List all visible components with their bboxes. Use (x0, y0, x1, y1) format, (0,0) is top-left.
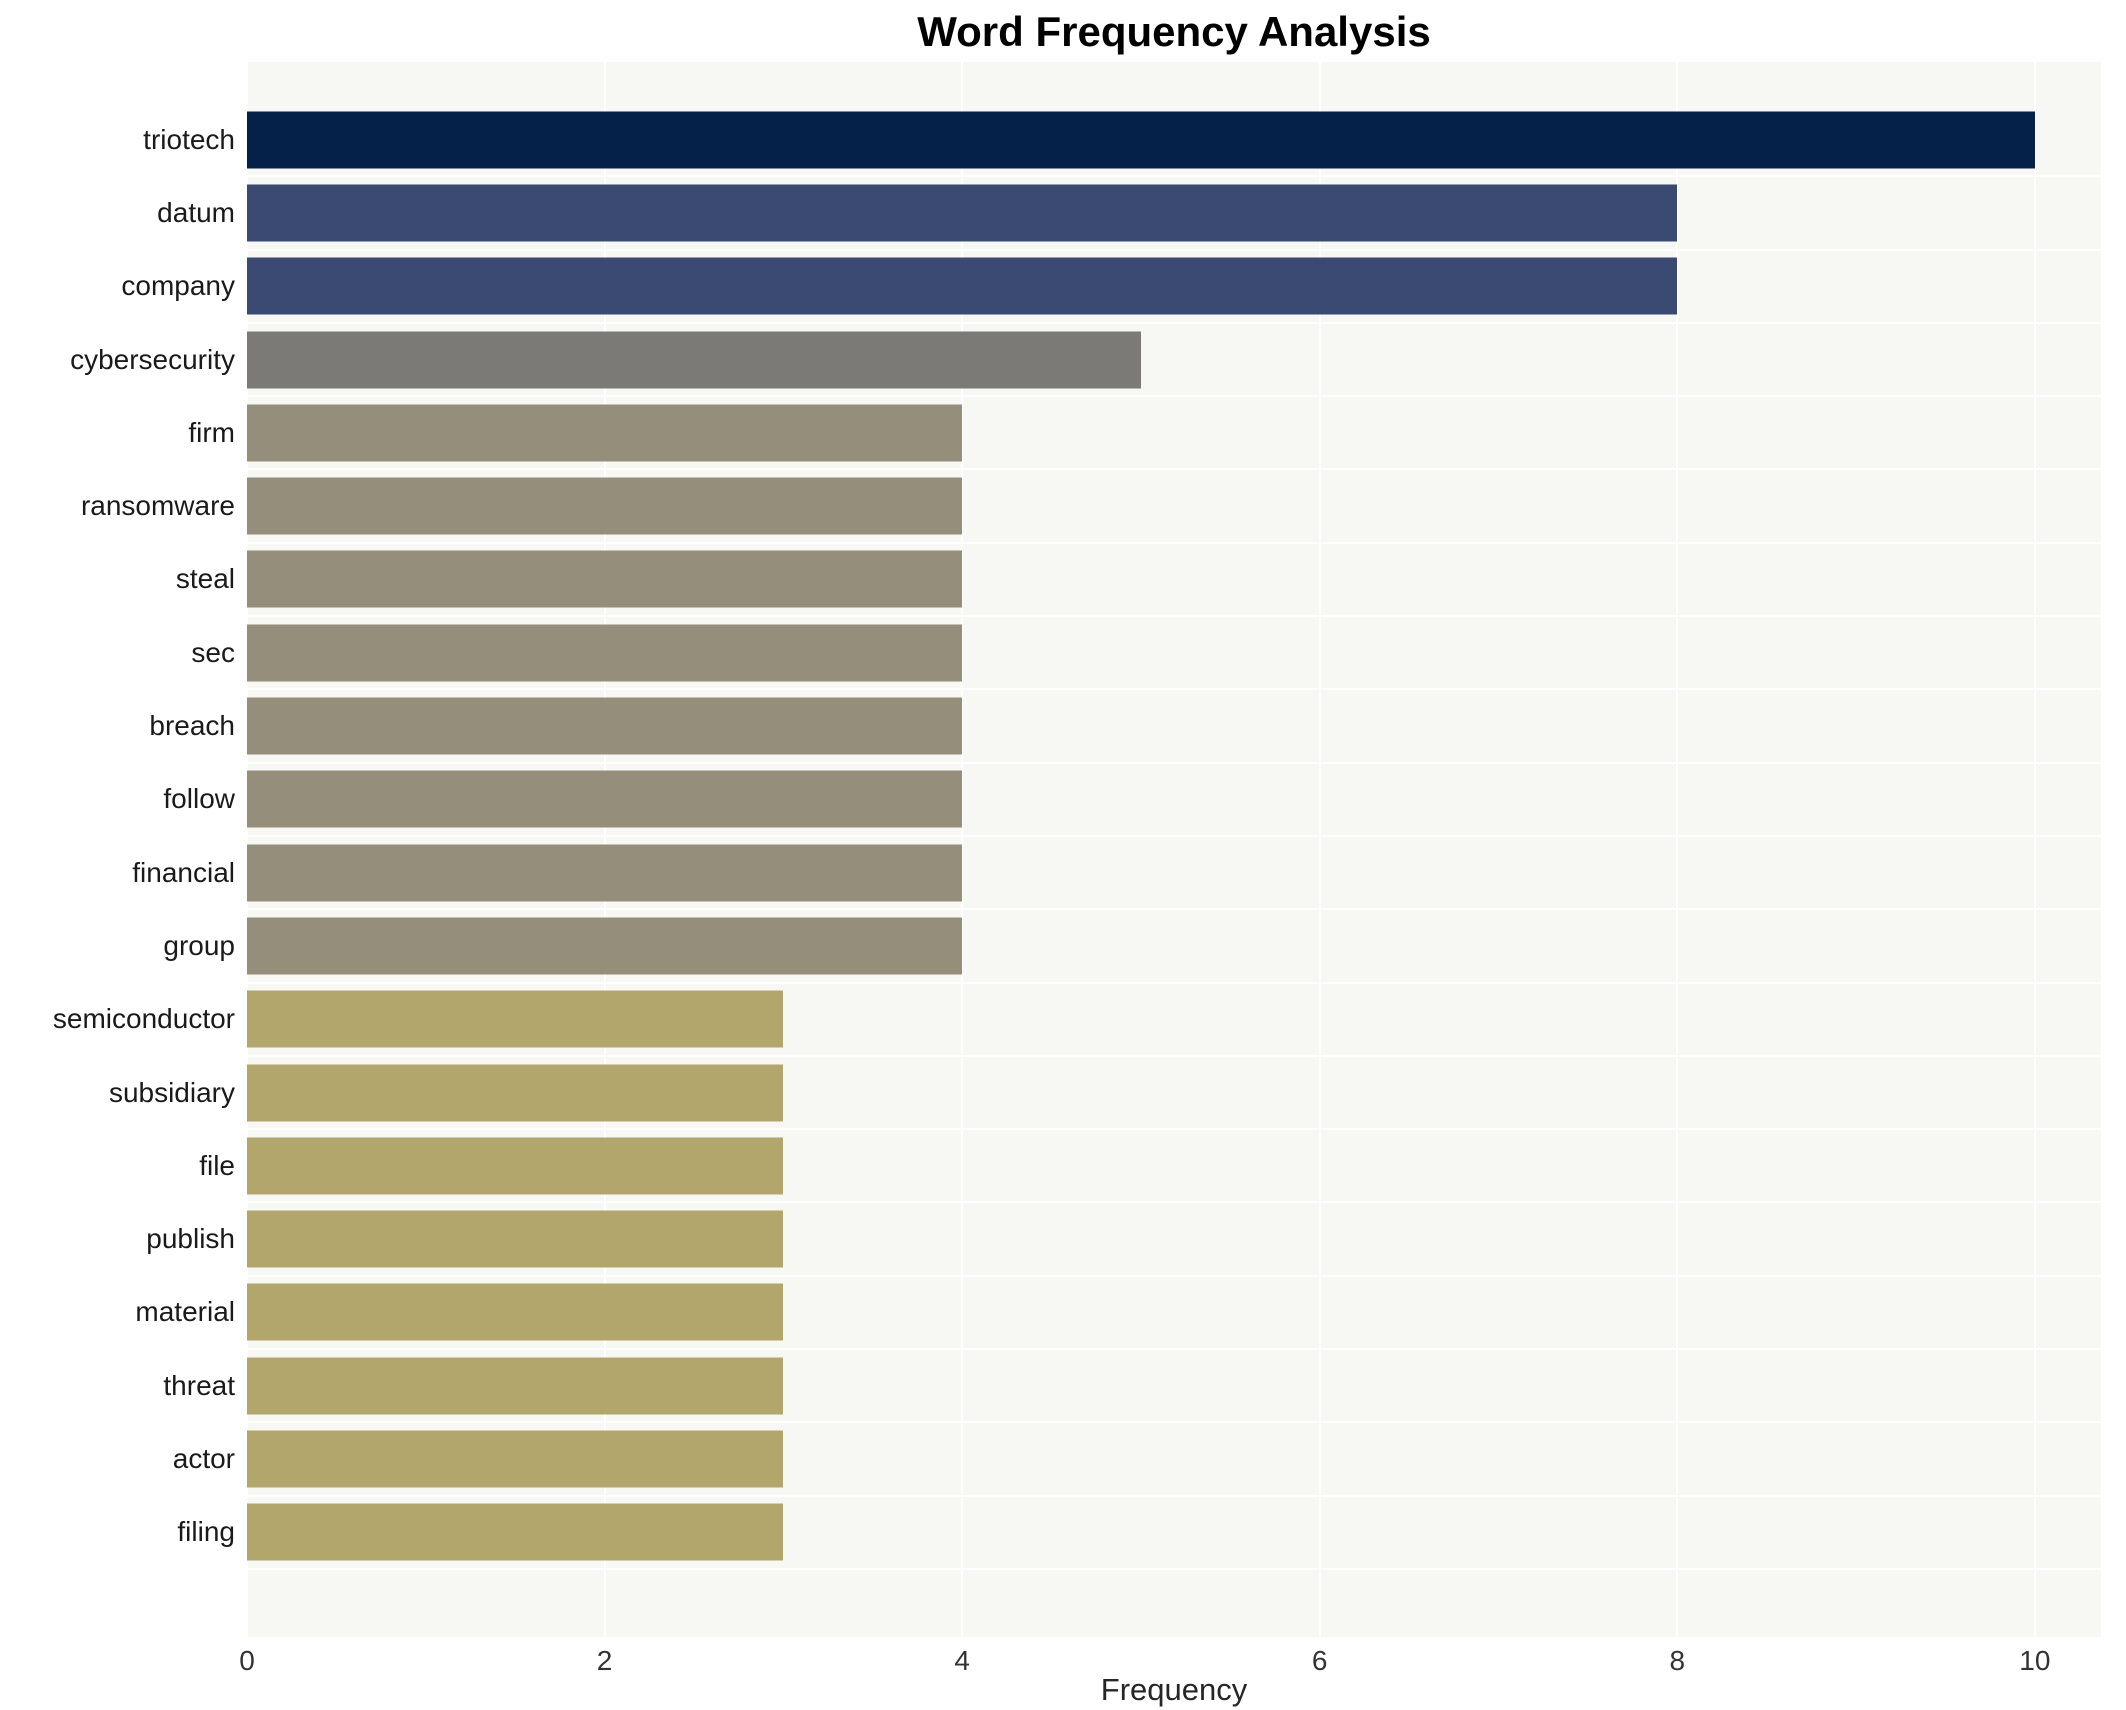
bar-row: firm (188, 397, 2101, 471)
x-axis: 0 2 4 6 8 10 (239, 1645, 2101, 1681)
gridline (1318, 62, 1321, 1637)
bar (247, 1210, 784, 1268)
category-label: file (199, 1149, 235, 1181)
bar-row: publish (146, 1203, 2101, 1277)
bar (247, 1430, 784, 1488)
bar (247, 404, 963, 462)
bar-row: company (121, 251, 2101, 324)
x-axis-label: Frequency (1100, 1672, 1248, 1707)
bar-row: actor (173, 1423, 2101, 1497)
category-label: group (163, 929, 235, 961)
x-tick-label: 2 (596, 1645, 613, 1676)
bar-row: sec (191, 617, 2101, 691)
category-label: datum (157, 196, 235, 228)
category-label: subsidiary (108, 1076, 235, 1108)
x-tick-label: 6 (1311, 1645, 1328, 1676)
category-label: follow (163, 783, 235, 815)
bar (247, 917, 963, 975)
x-tick-label: 10 (2019, 1645, 2051, 1676)
plot-area: triotech datum company cybersecurity firm ran… (53, 62, 2101, 1637)
bar (247, 331, 1141, 389)
bar-row: ransomware (81, 470, 2101, 544)
bar-row: financial (132, 837, 2101, 911)
bar (247, 844, 963, 902)
category-label: publish (146, 1223, 235, 1255)
bar (247, 477, 963, 535)
chart-title: Word Frequency Analysis (917, 8, 1431, 55)
category-label: material (135, 1296, 235, 1328)
gridline (1676, 62, 1679, 1637)
bar (247, 990, 784, 1048)
x-tick-label: 4 (954, 1645, 970, 1676)
bar (247, 550, 963, 608)
bar-row: material (135, 1277, 2101, 1351)
category-label: firm (188, 416, 235, 448)
bar (247, 257, 1678, 315)
category-label: actor (172, 1442, 235, 1474)
bar (247, 1064, 784, 1121)
gridline (961, 62, 964, 1637)
category-label: triotech (143, 123, 235, 155)
category-label: ransomware (80, 490, 235, 522)
bar-row: datum (157, 177, 2101, 251)
bar (247, 1137, 784, 1195)
category-label: financial (132, 856, 235, 888)
bar-rows-container: triotech datum company cybersecurity firm ran… (53, 62, 2101, 1637)
x-tick-label: 8 (1669, 1645, 1686, 1676)
bar-row: group (163, 910, 2101, 984)
bar (247, 624, 963, 682)
bar (247, 1357, 784, 1415)
category-label: company (121, 270, 235, 302)
bar-row: semiconductor (53, 984, 2101, 1057)
bar (247, 1503, 784, 1561)
bar-row: filing (177, 1497, 2101, 1570)
bar-row: subsidiary (109, 1057, 2101, 1131)
category-label: filing (177, 1516, 235, 1548)
bar-row: cybersecurity (70, 324, 2101, 398)
x-tick-label: 0 (239, 1645, 255, 1676)
bar-row: follow (163, 764, 2101, 837)
bar-row: triotech (143, 104, 2101, 178)
bar-row: threat (163, 1350, 2101, 1424)
bar-row: file (199, 1130, 2101, 1204)
category-label: semiconductor (52, 1003, 235, 1035)
category-label: sec (191, 636, 235, 668)
bar (247, 697, 963, 755)
category-label: steal (175, 563, 235, 595)
gridline (2033, 62, 2036, 1637)
bar (247, 111, 2035, 169)
category-label: cybersecurity (70, 343, 235, 375)
bar (247, 1283, 784, 1341)
bar-row: breach (149, 690, 2101, 764)
bar-row: steal (176, 544, 2101, 618)
bar (247, 770, 963, 828)
bar (247, 184, 1678, 242)
category-label: threat (163, 1369, 235, 1401)
category-label: breach (149, 710, 235, 742)
